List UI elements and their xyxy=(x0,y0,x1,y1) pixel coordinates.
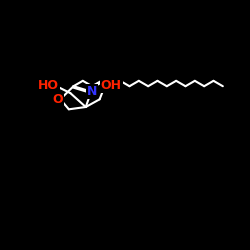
Text: OH: OH xyxy=(101,79,122,92)
Text: HO: HO xyxy=(38,79,59,92)
Text: O: O xyxy=(52,93,62,106)
Text: N: N xyxy=(87,85,97,98)
